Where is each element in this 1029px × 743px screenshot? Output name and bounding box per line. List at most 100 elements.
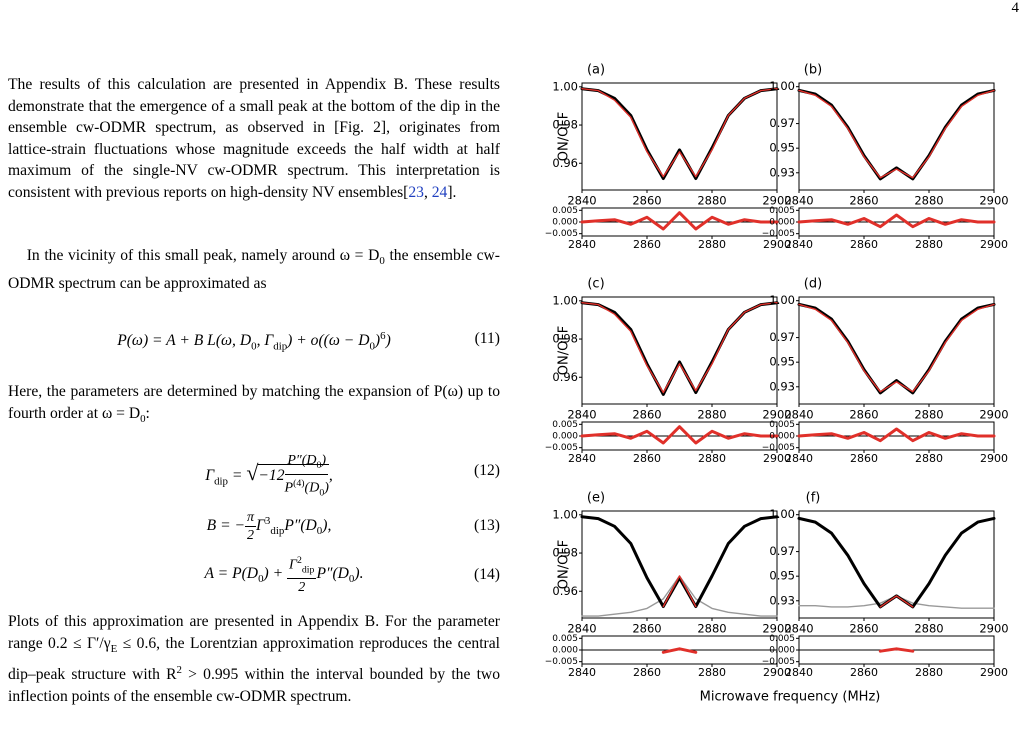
text: 23 — [408, 183, 424, 201]
paragraph: Plots of this approximation are presente… — [8, 611, 500, 708]
paragraph: In the vicinity of this small peak, name… — [8, 245, 500, 294]
x-tick-label: 2860 — [633, 452, 661, 465]
y-tick-label: 0.95 — [769, 141, 795, 155]
text: (14) — [474, 566, 500, 583]
text: 0 — [251, 340, 257, 353]
y-tick-label: 0.97 — [769, 116, 795, 130]
x-tick-label: 2900 — [980, 452, 1008, 465]
text: ) + — [263, 564, 288, 582]
text: 3 — [264, 514, 271, 527]
x-tick-label: 2860 — [633, 666, 661, 679]
x-tick-label: 2840 — [567, 408, 596, 422]
panel-label: (b) — [804, 63, 822, 78]
data-line — [798, 89, 995, 179]
text: : — [145, 404, 150, 422]
y-axis-label: ON/OFF — [557, 112, 572, 162]
x-tick-label: 2840 — [784, 408, 813, 422]
x-tick-label: 2860 — [849, 408, 878, 422]
text: 0 — [319, 487, 325, 499]
x-tick-label: 2860 — [632, 408, 661, 422]
text: dip — [273, 340, 288, 353]
y-tick-label: 0.98 — [552, 546, 578, 560]
y-tick-label: 0.93 — [769, 593, 795, 607]
text: dip — [270, 525, 285, 538]
panel-label: (d) — [804, 277, 822, 292]
y-tick-label: 0.005 — [769, 634, 795, 644]
data-line — [661, 647, 698, 654]
text: , — [423, 183, 432, 201]
text: ) + o((ω − D — [287, 332, 370, 350]
x-tick-label: 2900 — [980, 666, 1008, 679]
text: A = P(D — [204, 564, 259, 582]
data-line — [581, 302, 778, 394]
y-tick-label: 0.005 — [552, 634, 578, 644]
y-tick-label: 0.005 — [769, 420, 795, 430]
panel-label: (c) — [587, 277, 604, 292]
text: (4) — [293, 477, 305, 489]
plot-frame — [581, 510, 778, 619]
text: Γ — [205, 467, 215, 485]
y-tick-label: 0.98 — [552, 118, 578, 132]
x-tick-label: 2880 — [697, 622, 726, 636]
text: ). — [354, 564, 364, 582]
y-tick-label: 0.98 — [552, 332, 578, 346]
plot-frame — [581, 82, 778, 191]
text: 6 — [380, 330, 386, 342]
x-tick-label: 2860 — [633, 238, 661, 251]
text: ]. — [447, 183, 457, 201]
y-tick-label: −0.005 — [762, 657, 795, 667]
y-tick-label: 1.00 — [552, 507, 578, 521]
panel-label: (e) — [587, 491, 605, 506]
x-tick-label: 2860 — [850, 666, 878, 679]
x-tick-label: 2880 — [697, 194, 726, 208]
y-tick-label: 1.00 — [769, 79, 795, 93]
y-tick-label: 1.00 — [769, 507, 795, 521]
x-tick-label: 2880 — [697, 408, 726, 422]
text: Γ — [256, 517, 265, 535]
y-tick-label: −0.005 — [545, 657, 578, 667]
y-tick-label: −0.005 — [545, 229, 578, 239]
x-tick-label: 2840 — [568, 452, 596, 465]
x-tick-label: 2900 — [979, 622, 1008, 636]
y-tick-label: 0.000 — [552, 218, 578, 228]
page-number: 4 — [1011, 0, 1020, 16]
y-tick-label: −0.005 — [762, 443, 795, 453]
y-tick-label: 0.000 — [552, 646, 578, 656]
x-tick-label: 2840 — [784, 194, 813, 208]
x-tick-label: 2900 — [762, 622, 791, 636]
text: 2 — [247, 528, 255, 543]
text: In the vicinity of this small peak, name… — [26, 247, 380, 264]
x-tick-label: 2840 — [784, 622, 813, 636]
plot-frame — [798, 510, 995, 619]
y-tick-label: 0.96 — [552, 370, 578, 384]
data-line — [580, 515, 779, 608]
x-tick-label: 2900 — [763, 452, 791, 465]
text: The results of this calculation are pres… — [8, 76, 500, 201]
data-line — [581, 88, 778, 178]
y-tick-label: 0.93 — [769, 165, 795, 179]
y-tick-label: 0.97 — [769, 330, 795, 344]
x-tick-label: 2900 — [979, 194, 1008, 208]
y-tick-label: 1.00 — [552, 79, 578, 93]
text: ) — [324, 480, 329, 496]
text: E — [110, 642, 118, 655]
x-tick-label: 2860 — [850, 238, 878, 251]
y-tick-label: 0.95 — [769, 569, 795, 583]
text: 0 — [369, 340, 375, 353]
data-line — [581, 575, 778, 617]
plot-frame — [581, 296, 778, 405]
x-tick-label: 2900 — [979, 408, 1008, 422]
x-tick-label: 2880 — [915, 238, 943, 251]
text: 24 — [431, 183, 448, 201]
text: Plots of this approximation are presente… — [8, 613, 500, 652]
x-tick-label: 2880 — [698, 452, 726, 465]
text: (11) — [474, 330, 500, 347]
text: , — [328, 467, 333, 485]
y-tick-label: 0.93 — [769, 379, 795, 393]
data-line — [797, 88, 996, 181]
text: −12 — [258, 467, 285, 485]
data-line — [662, 575, 697, 608]
text: dip — [214, 475, 228, 488]
